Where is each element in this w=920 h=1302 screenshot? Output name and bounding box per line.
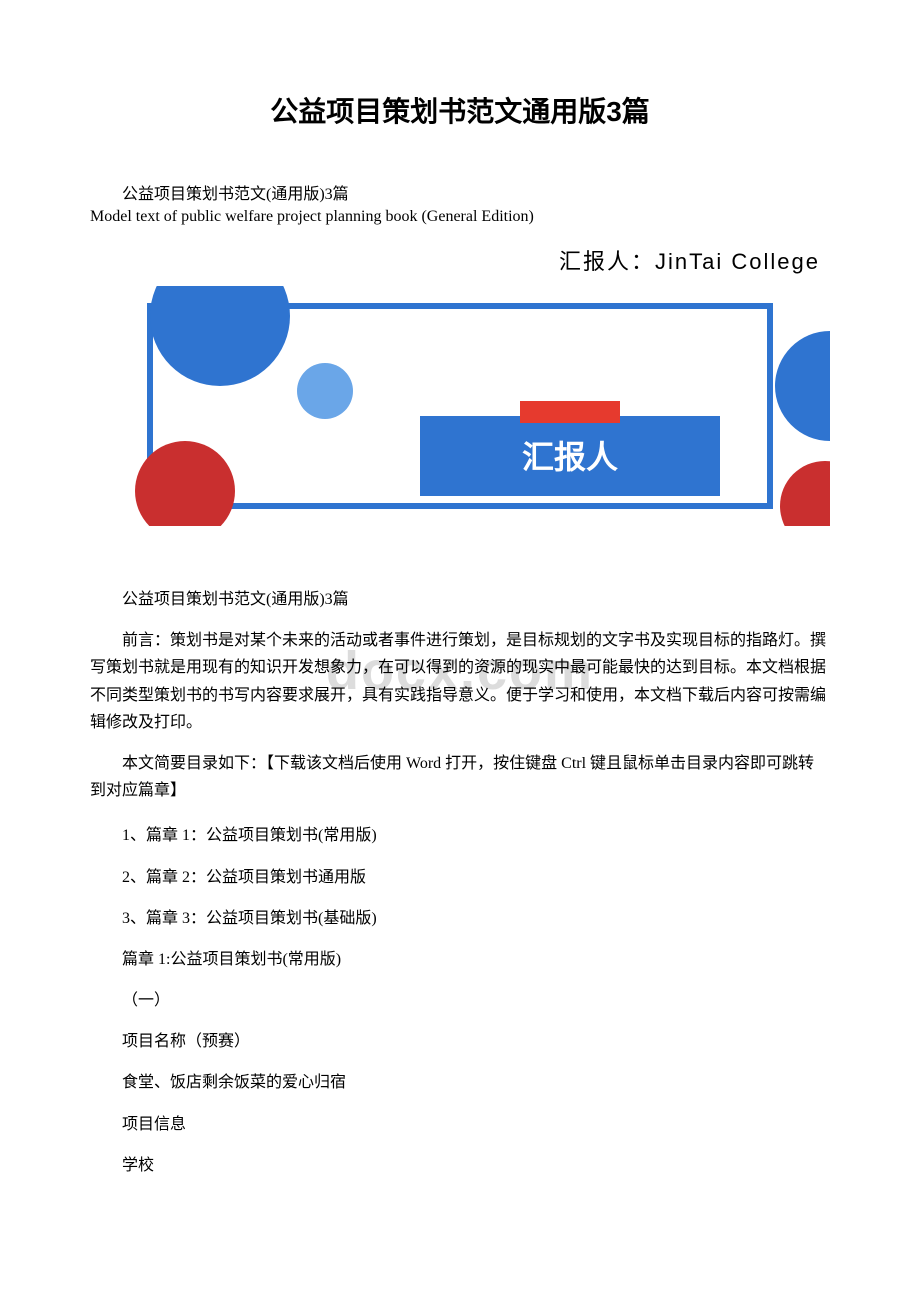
cover-graphic-svg: 汇报人 xyxy=(90,286,830,526)
subtitle-chinese: 公益项目策划书范文(通用版)3篇 xyxy=(90,180,830,204)
document-title: 公益项目策划书范文通用版3篇 xyxy=(90,90,830,130)
cover-graphic: 汇报人 xyxy=(90,286,830,526)
body-line: 学校 xyxy=(90,1152,830,1179)
circle-light-blue xyxy=(297,363,353,419)
circle-red-right xyxy=(780,461,830,526)
toc-intro: 本文简要目录如下：【下载该文档后使用 Word 打开，按住键盘 Ctrl 键且鼠… xyxy=(90,750,830,804)
toc-item: 3、篇章 3：公益项目策划书(基础版) xyxy=(90,905,830,932)
circle-large-blue xyxy=(150,286,290,386)
badge-label: 汇报人 xyxy=(522,439,618,475)
document-page: 公益项目策划书范文通用版3篇 公益项目策划书范文(通用版)3篇 Model te… xyxy=(0,0,920,1233)
document-body: 公益项目策划书范文(通用版)3篇 前言：策划书是对某个未来的活动或者事件进行策划… xyxy=(90,586,830,1179)
body-line: 项目信息 xyxy=(90,1111,830,1138)
body-line: 食堂、饭店剩余饭菜的爱心归宿 xyxy=(90,1069,830,1096)
subtitle-english: Model text of public welfare project pla… xyxy=(90,208,830,226)
toc-item: 2、篇章 2：公益项目策划书通用版 xyxy=(90,864,830,891)
preface-paragraph: 前言：策划书是对某个未来的活动或者事件进行策划，是目标规划的文字书及实现目标的指… xyxy=(90,627,830,736)
body-line: 项目名称（预赛） xyxy=(90,1028,830,1055)
toc-item: 1、篇章 1：公益项目策划书(常用版) xyxy=(90,822,830,849)
reporter-heading: 汇报人：JinTai College xyxy=(90,244,830,276)
badge-tab xyxy=(520,401,620,423)
body-line: （一） xyxy=(90,987,830,1014)
chapter-heading: 篇章 1:公益项目策划书(常用版) xyxy=(90,946,830,973)
repeat-subtitle: 公益项目策划书范文(通用版)3篇 xyxy=(90,586,830,613)
circle-blue-right xyxy=(775,331,830,441)
